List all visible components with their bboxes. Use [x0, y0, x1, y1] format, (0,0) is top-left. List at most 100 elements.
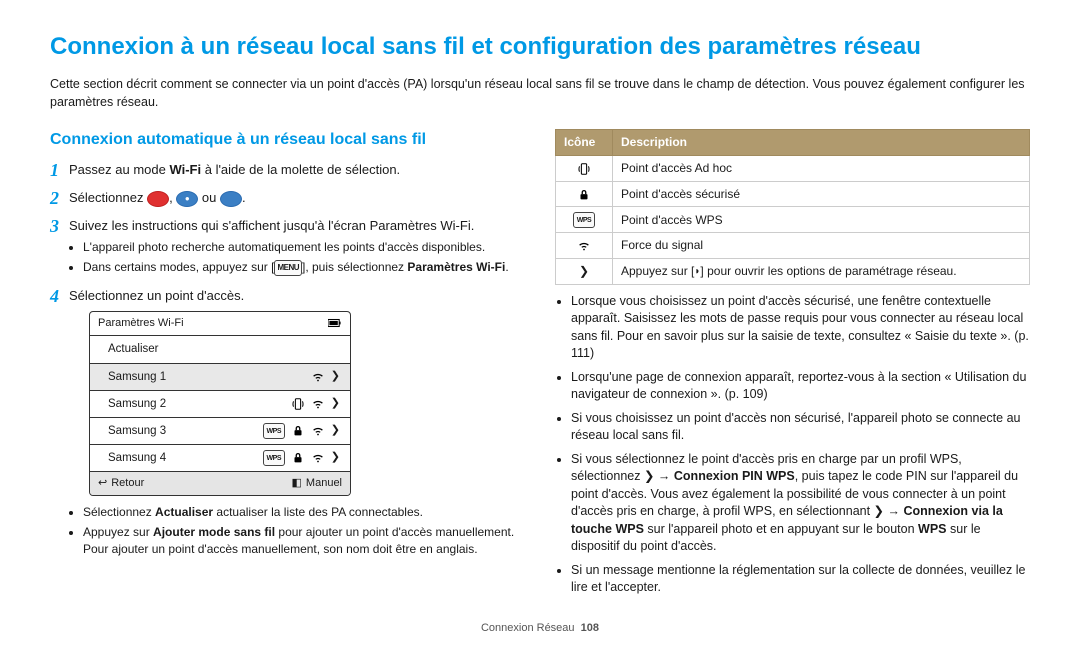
wifi-signal-icon: [577, 239, 591, 253]
intro-text: Cette section décrit comment se connecte…: [50, 76, 1030, 111]
bold-text: Ajouter mode sans fil: [153, 525, 275, 539]
list-item: Sélectionnez Actualiser actualiser la li…: [83, 504, 525, 521]
icon-cell: [556, 233, 613, 259]
chevron-right-icon: ❯: [331, 423, 340, 438]
icon-cell: [556, 207, 613, 233]
device-row-ap[interactable]: Samsung 1 ❯: [90, 364, 350, 391]
sub-bullet-list: Sélectionnez Actualiser actualiser la li…: [69, 504, 525, 557]
battery-icon: [328, 316, 342, 331]
lock-icon: [577, 188, 591, 202]
menu-icon: [274, 260, 302, 276]
row-icons: ❯: [263, 450, 340, 466]
row-icons: ❯: [263, 423, 340, 439]
text: Sélectionnez un point d'accès.: [69, 288, 244, 303]
icon-cell: [556, 155, 613, 181]
footer-label: Connexion Réseau: [481, 622, 575, 634]
back-button[interactable]: ↩Retour: [98, 476, 144, 491]
list-item: Lorsqu'une page de connexion apparaît, r…: [571, 369, 1030, 404]
step-number: 3: [50, 217, 59, 279]
device-footer: ↩Retour ◧Manuel: [90, 472, 350, 495]
chevron-right-icon: ❯: [331, 396, 340, 411]
page-title: Connexion à un réseau local sans fil et …: [50, 30, 1030, 64]
chevron-right-icon: ❯: [579, 264, 589, 278]
table-row: Point d'accès sécurisé: [556, 181, 1030, 207]
col-header: Icône: [556, 130, 613, 156]
globe-icon: [176, 191, 198, 207]
device-row-refresh[interactable]: Actualiser: [90, 336, 350, 363]
wps-icon: [263, 450, 285, 466]
icon-cell: ❯: [556, 259, 613, 285]
wifi-signal-icon: [311, 424, 325, 438]
wps-icon: [263, 423, 285, 439]
step-1: 1 Passez au mode Wi-Fi à l'aide de la mo…: [50, 161, 525, 181]
list-item: L'appareil photo recherche automatiqueme…: [83, 239, 525, 256]
desc-cell: Force du signal: [613, 233, 1030, 259]
bold-text: Connexion PIN WPS: [674, 469, 795, 483]
manual-button[interactable]: ◧Manuel: [292, 476, 342, 491]
device-row-ap[interactable]: Samsung 3 ❯: [90, 418, 350, 445]
device-header: Paramètres Wi-Fi: [90, 312, 350, 336]
row-label: Samsung 4: [108, 450, 166, 466]
device-row-ap[interactable]: Samsung 2 ❯: [90, 391, 350, 418]
table-row: Force du signal: [556, 233, 1030, 259]
table-row: Point d'accès Ad hoc: [556, 155, 1030, 181]
step-number: 1: [50, 161, 59, 181]
text: ,: [169, 190, 176, 205]
label: Manuel: [306, 476, 342, 491]
text: actualiser la liste des PA connectables.: [213, 505, 423, 519]
table-row: Point d'accès WPS: [556, 207, 1030, 233]
sub-bullet-list: L'appareil photo recherche automatiqueme…: [69, 239, 525, 276]
chevron-right-icon: ❯: [331, 450, 340, 465]
table-header-row: Icône Description: [556, 130, 1030, 156]
step-body: Passez au mode Wi-Fi à l'aide de la mole…: [69, 161, 525, 181]
device-screenshot: Paramètres Wi-Fi Actualiser Samsung 1 ❯: [89, 311, 351, 496]
wifi-signal-icon: [311, 397, 325, 411]
icon-description-table: Icône Description Point d'accès Ad hoc P…: [555, 129, 1030, 285]
device-title: Paramètres Wi-Fi: [98, 316, 184, 331]
bold-text: WPS: [918, 522, 946, 536]
text: sur l'appareil photo et en appuyant sur …: [644, 522, 918, 536]
text: .: [242, 190, 246, 205]
text: Dans certains modes, appuyez sur [: [83, 260, 274, 274]
row-label: Samsung 1: [108, 369, 166, 385]
icon-cell: [556, 181, 613, 207]
left-column: Connexion automatique à un réseau local …: [50, 129, 525, 603]
section-heading: Connexion automatique à un réseau local …: [50, 129, 525, 151]
step-4: 4 Sélectionnez un point d'accès. Paramèt…: [50, 287, 525, 561]
right-bullet-list: Lorsque vous choisissez un point d'accès…: [555, 293, 1030, 597]
list-item: Lorsque vous choisissez un point d'accès…: [571, 293, 1030, 363]
text: Sélectionnez: [69, 190, 147, 205]
right-column: Icône Description Point d'accès Ad hoc P…: [555, 129, 1030, 603]
text: ], puis sélectionnez: [302, 260, 407, 274]
row-label: Actualiser: [108, 341, 159, 357]
step-body: Suivez les instructions qui s'affichent …: [69, 217, 525, 279]
text: Suivez les instructions qui s'affichent …: [69, 218, 474, 233]
wifi-signal-icon: [311, 370, 325, 384]
row-label: Samsung 3: [108, 423, 166, 439]
adhoc-icon: [577, 162, 591, 176]
lock-icon: [291, 451, 305, 465]
text: Appuyez sur [: [621, 264, 694, 278]
text: Appuyez sur: [83, 525, 153, 539]
device-row-ap[interactable]: Samsung 4 ❯: [90, 445, 350, 472]
blue-circle-icon: [220, 191, 242, 207]
chevron-right-icon: ❯: [331, 369, 340, 384]
table-row: ❯ Appuyez sur [◗] pour ouvrir les option…: [556, 259, 1030, 285]
text: .: [505, 260, 508, 274]
list-item: Si un message mentionne la réglementatio…: [571, 562, 1030, 597]
step-number: 4: [50, 287, 59, 561]
lock-icon: [291, 424, 305, 438]
desc-cell: Point d'accès sécurisé: [613, 181, 1030, 207]
desc-cell: Point d'accès WPS: [613, 207, 1030, 233]
text: Passez au mode: [69, 162, 169, 177]
page-footer: Connexion Réseau 108: [50, 621, 1030, 636]
back-arrow-icon: ↩: [98, 476, 107, 491]
desc-cell: Appuyez sur [◗] pour ouvrir les options …: [613, 259, 1030, 285]
text: ou: [198, 190, 220, 205]
text: à l'aide de la molette de sélection.: [201, 162, 400, 177]
wps-icon: [573, 212, 595, 228]
step-body: Sélectionnez , ou .: [69, 189, 525, 209]
list-item: Dans certains modes, appuyez sur [ ], pui…: [83, 259, 525, 276]
row-label: Samsung 2: [108, 396, 166, 412]
wifi-label: Wi-Fi: [169, 162, 201, 177]
